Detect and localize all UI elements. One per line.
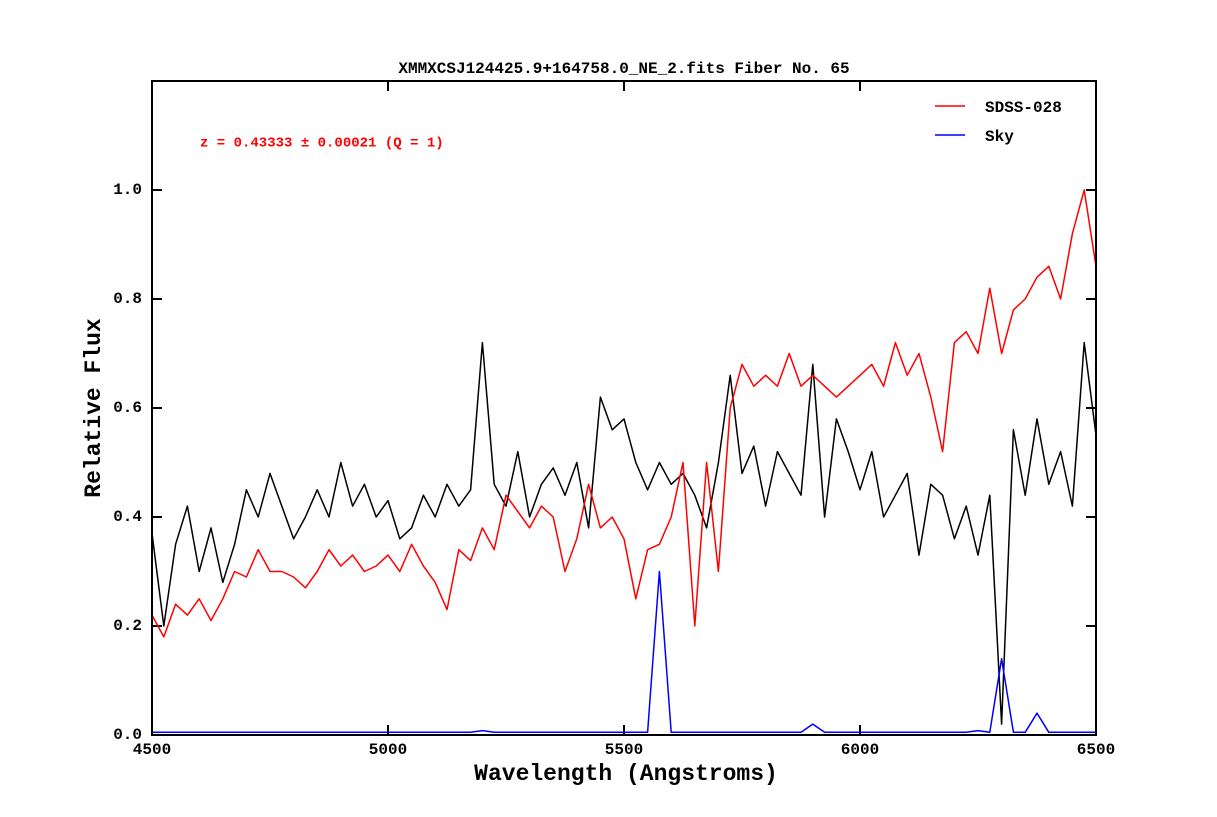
y-tick-label: 0.4	[113, 508, 142, 526]
x-tick-label: 5500	[605, 741, 643, 759]
y-axis-label: Relative Flux	[81, 318, 107, 498]
series-line	[152, 570, 1096, 734]
x-tick-label: 5000	[369, 741, 407, 759]
annotation: z = 0.43333 ± 0.00021 (Q = 1)	[200, 136, 444, 152]
x-axis-label: Wavelength (Angstroms)	[474, 761, 778, 787]
y-tick-label: 1.0	[113, 181, 142, 199]
legend-label: Sky	[985, 128, 1014, 146]
y-tick-label: 0.6	[113, 399, 142, 417]
plot-frame	[151, 80, 1097, 736]
y-tick-label: 0.8	[113, 290, 142, 308]
series-line	[151, 341, 1097, 725]
x-tick-label: 6500	[1077, 741, 1115, 759]
y-tick-label: 0.0	[113, 726, 142, 744]
x-tick-label: 4500	[133, 741, 171, 759]
series-line	[151, 189, 1097, 638]
y-tick-label: 0.2	[113, 617, 142, 635]
legend-label: SDSS-028	[985, 99, 1062, 117]
chart-title: XMMXCSJ124425.9+164758.0_NE_2.fits Fiber…	[398, 60, 849, 78]
x-tick-label: 6000	[841, 741, 879, 759]
